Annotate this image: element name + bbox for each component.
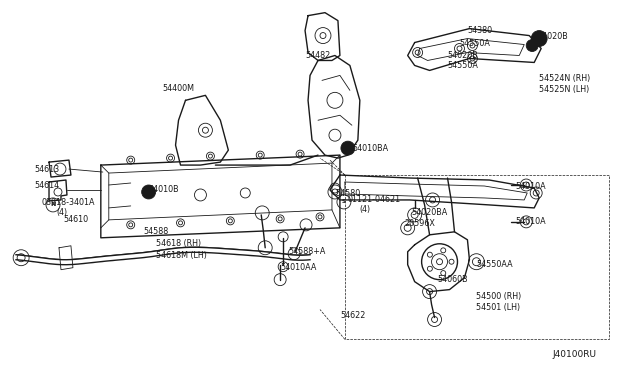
Text: 54380: 54380 bbox=[467, 26, 493, 35]
Text: S: S bbox=[342, 199, 346, 205]
Polygon shape bbox=[49, 160, 71, 177]
Text: 54010AA: 54010AA bbox=[280, 263, 317, 272]
Text: 54400M: 54400M bbox=[163, 84, 195, 93]
Text: 54525N (LH): 54525N (LH) bbox=[539, 85, 589, 94]
Text: 54550A: 54550A bbox=[460, 39, 490, 48]
Text: 54010A: 54010A bbox=[515, 183, 546, 192]
Text: 54618M (LH): 54618M (LH) bbox=[156, 251, 207, 260]
Circle shape bbox=[526, 39, 538, 51]
Text: 54020B: 54020B bbox=[537, 32, 568, 41]
Text: 01121-04621: 01121-04621 bbox=[348, 195, 401, 205]
Polygon shape bbox=[330, 175, 539, 208]
Text: 54060B: 54060B bbox=[438, 275, 468, 284]
Text: 54500 (RH): 54500 (RH) bbox=[476, 292, 522, 301]
Text: (4): (4) bbox=[360, 205, 371, 214]
Text: 54614: 54614 bbox=[34, 182, 59, 190]
Text: 54010BA: 54010BA bbox=[352, 144, 388, 153]
Polygon shape bbox=[175, 95, 228, 165]
Text: J40100RU: J40100RU bbox=[553, 350, 597, 359]
Text: 54550A: 54550A bbox=[447, 61, 478, 70]
Circle shape bbox=[341, 141, 355, 155]
Text: 54010B: 54010B bbox=[148, 186, 179, 195]
Text: 54020B: 54020B bbox=[447, 51, 478, 60]
Text: 20596X: 20596X bbox=[404, 219, 436, 228]
Text: 54524N (RH): 54524N (RH) bbox=[539, 74, 591, 83]
Circle shape bbox=[141, 185, 156, 199]
Text: N: N bbox=[51, 202, 56, 208]
Text: 54613: 54613 bbox=[34, 164, 59, 174]
Polygon shape bbox=[308, 55, 360, 158]
Text: (4): (4) bbox=[56, 208, 67, 217]
Polygon shape bbox=[305, 13, 340, 61]
Text: 54482: 54482 bbox=[305, 51, 330, 60]
Polygon shape bbox=[59, 246, 73, 270]
Text: 54580: 54580 bbox=[335, 189, 360, 199]
Text: 08918-3401A: 08918-3401A bbox=[41, 198, 95, 208]
Text: 54550AA: 54550AA bbox=[476, 260, 513, 269]
Polygon shape bbox=[408, 29, 541, 70]
Circle shape bbox=[531, 31, 547, 46]
Text: 54588+A: 54588+A bbox=[288, 247, 326, 256]
Text: 54020BA: 54020BA bbox=[412, 208, 448, 217]
Text: 54610: 54610 bbox=[63, 215, 88, 224]
Text: 54588: 54588 bbox=[143, 227, 169, 236]
Text: 54010A: 54010A bbox=[515, 217, 546, 227]
Text: 54618 (RH): 54618 (RH) bbox=[156, 239, 201, 248]
Polygon shape bbox=[101, 155, 340, 238]
Text: 54501 (LH): 54501 (LH) bbox=[476, 303, 520, 312]
Text: 54622: 54622 bbox=[340, 311, 365, 320]
Polygon shape bbox=[49, 180, 67, 201]
Polygon shape bbox=[408, 232, 469, 292]
